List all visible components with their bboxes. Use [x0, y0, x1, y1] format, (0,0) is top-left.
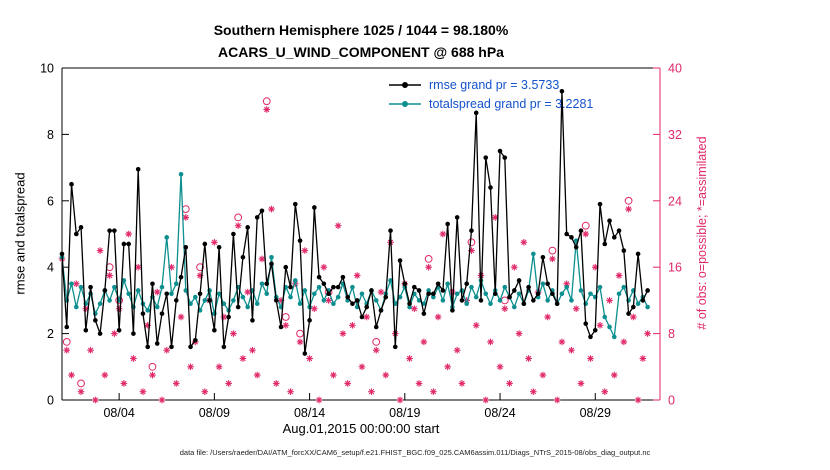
legend-entry-label: rmse grand pr = 3.5733 [429, 78, 560, 92]
x-tick-label: 08/09 [199, 406, 230, 420]
x-tick-label: 08/24 [484, 406, 515, 420]
legend: rmse grand pr = 3.5733 totalspread grand … [388, 78, 593, 111]
y-tick-label: 8 [47, 128, 54, 142]
right-tick-label: 0 [668, 394, 675, 408]
legend-entry: totalspread grand pr = 3.2281 [388, 97, 593, 111]
x-axis: 08/04 08/09 08/14 08/19 08/24 08/29 [103, 393, 611, 420]
legend-marker-sample [389, 82, 421, 88]
x-axis-label: Aug.01,2015 00:00:00 start [282, 421, 440, 436]
obs-assimilated-markers [58, 106, 651, 404]
chart-subtitle: ACARS_U_WIND_COMPONENT @ 688 hPa [218, 44, 504, 60]
y-tick-label: 6 [47, 194, 54, 208]
right-tick-label: 24 [668, 194, 682, 208]
right-tick-label: 16 [668, 261, 682, 275]
x-tick-label: 08/29 [580, 406, 611, 420]
chart-title: Southern Hemisphere 1025 / 1044 = 98.180… [213, 22, 509, 38]
x-tick-label: 08/19 [389, 406, 420, 420]
x-tick-label: 08/04 [103, 406, 134, 420]
y-tick-label: 10 [40, 62, 54, 76]
data-file-path: data file: /Users/raeder/DAI/ATM_forcXX/… [179, 448, 651, 457]
y-tick-label: 2 [47, 327, 54, 341]
y-tick-label: 4 [47, 261, 54, 275]
rmse-series [59, 88, 650, 356]
legend-entry: rmse grand pr = 3.5733 [388, 78, 593, 92]
y-axis-left: 0 2 4 6 8 10 [40, 62, 69, 408]
legend-marker-sample [389, 101, 421, 107]
y-axis-right: 0 8 16 24 32 40 [653, 62, 682, 408]
right-tick-label: 32 [668, 128, 682, 142]
obs-possible-markers [62, 97, 633, 388]
right-tick-label: 8 [668, 327, 675, 341]
totalspread-series [59, 171, 650, 340]
x-tick-label: 08/14 [294, 406, 325, 420]
right-tick-label: 40 [668, 62, 682, 76]
y-tick-label: 0 [47, 394, 54, 408]
legend-entry-label: totalspread grand pr = 3.2281 [429, 97, 594, 111]
